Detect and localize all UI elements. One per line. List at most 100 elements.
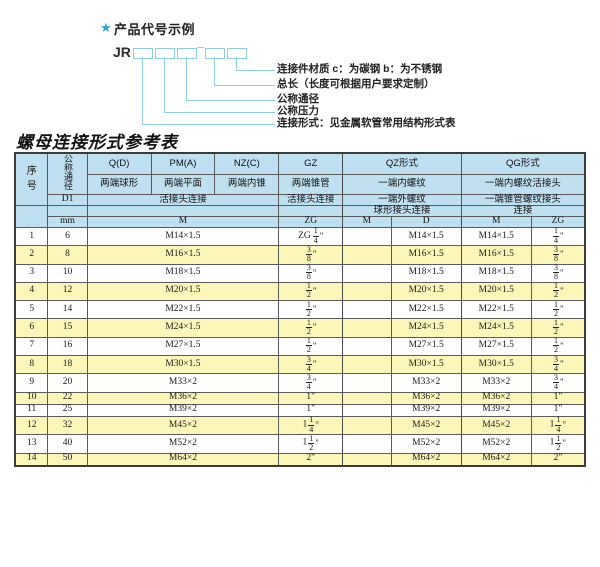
cell-seq: 13 bbox=[14, 434, 49, 454]
cell-qz-d: M22×1.5 bbox=[390, 300, 462, 320]
header-code-pma: PM(A) bbox=[150, 151, 216, 175]
header-bore-sub: D1 bbox=[47, 193, 88, 206]
cell-seq: 6 bbox=[14, 318, 49, 338]
table-row[interactable]: 13 40 M52×2 1 1 2 " M52×2 M52×2 1 1 2 " bbox=[14, 434, 586, 454]
cell-qg-m: M27×1.5 bbox=[460, 336, 532, 357]
cell-seq: 3 bbox=[14, 263, 49, 283]
cell-bore: 50 bbox=[47, 452, 88, 467]
cell-qz-m bbox=[342, 336, 392, 357]
leader-line-5-h bbox=[236, 70, 275, 71]
cell-bore: 12 bbox=[47, 281, 88, 302]
cell-qg-m: M18×1.5 bbox=[460, 263, 532, 283]
header-seq-line1: 序 bbox=[26, 165, 37, 177]
cell-gz: 1 2 " bbox=[278, 337, 344, 357]
code-diagram-title: 产品代号示例 bbox=[114, 22, 196, 37]
cell-gz: ZG 1 4 " bbox=[278, 227, 344, 247]
cell-seq: 1 bbox=[14, 226, 49, 247]
cell-qg-zg: 2" bbox=[530, 453, 586, 467]
table-row[interactable]: 10 22 M36×2 1" M36×2 M36×2 1" bbox=[14, 391, 586, 405]
header-code-gz: GZ bbox=[278, 151, 344, 175]
table-row[interactable]: 14 50 M64×2 2" M64×2 M64×2 2" bbox=[14, 452, 586, 467]
cell-m: M22×1.5 bbox=[86, 300, 280, 320]
cell-qg-zg: 1 2 " bbox=[530, 300, 586, 320]
table-row[interactable]: 6 15 M24×1.5 1 2 " M24×1.5 M24×1.5 1 2 " bbox=[14, 318, 586, 338]
cell-seq: 2 bbox=[14, 245, 49, 265]
cell-qz-m bbox=[342, 281, 392, 302]
cell-bore: 40 bbox=[47, 434, 88, 454]
cell-m: M39×2 bbox=[86, 403, 280, 417]
cell-m: M30×1.5 bbox=[86, 355, 280, 375]
header-desc3-qg: 连接 bbox=[460, 204, 586, 217]
code-label-total-length: 总长（长度可根据用户要求定制） bbox=[277, 78, 435, 90]
cell-qz-m bbox=[342, 415, 392, 436]
header-code-qg: QG形式 bbox=[460, 151, 586, 175]
cell-qg-m: M30×1.5 bbox=[460, 355, 532, 375]
cell-qz-d: M16×1.5 bbox=[390, 245, 462, 265]
cell-qg-m: M24×1.5 bbox=[460, 318, 532, 338]
code-separator-dash bbox=[197, 47, 204, 48]
cell-m: M52×2 bbox=[86, 434, 280, 454]
header-code-qd: Q(D) bbox=[86, 151, 152, 175]
cell-seq: 5 bbox=[14, 300, 49, 320]
header-code-nzc: NZ(C) bbox=[214, 151, 280, 175]
cell-m: M45×2 bbox=[86, 415, 280, 436]
cell-gz: 2" bbox=[278, 453, 344, 467]
header-desc1-pma: 两端平面 bbox=[150, 173, 216, 195]
cell-seq: 9 bbox=[14, 373, 49, 393]
cell-qz-d: M39×2 bbox=[390, 403, 462, 417]
table-row[interactable]: 11 25 M39×2 1" M39×2 M39×2 1" bbox=[14, 403, 586, 417]
cell-m: M36×2 bbox=[86, 391, 280, 405]
nut-connection-spec-table: 序 号 公称通径 Q(D) PM(A) NZ(C) GZ QZ形式 QG形式 两… bbox=[14, 151, 586, 467]
cell-gz: 1" bbox=[278, 391, 344, 405]
header-seq-spacer bbox=[14, 204, 49, 228]
leader-line-3-v bbox=[186, 57, 187, 100]
cell-m: M16×1.5 bbox=[86, 245, 280, 265]
table-row[interactable]: 7 16 M27×1.5 1 2 " M27×1.5 M27×1.5 1 2 " bbox=[14, 336, 586, 357]
cell-gz: 1" bbox=[278, 403, 344, 417]
header-desc2-left: 活接头连接 bbox=[86, 193, 280, 206]
cell-qg-m: M20×1.5 bbox=[460, 281, 532, 302]
table-row[interactable]: 3 10 M18×1.5 3 8 " M18×1.5 M18×1.5 3 8 " bbox=[14, 263, 586, 283]
cell-m: M64×2 bbox=[86, 452, 280, 467]
table-row[interactable]: 8 18 M30×1.5 3 4 " M30×1.5 M30×1.5 3 4 " bbox=[14, 355, 586, 375]
cell-qg-m: M22×1.5 bbox=[460, 300, 532, 320]
cell-qg-zg: 1 2 " bbox=[530, 337, 586, 357]
star-icon: ★ bbox=[100, 20, 112, 35]
table-row[interactable]: 1 6 M14×1.5 ZG 1 4 " M14×1.5 M14×1.5 1 4 " bbox=[14, 226, 586, 247]
cell-m: M14×1.5 bbox=[86, 226, 280, 247]
cell-bore: 25 bbox=[47, 403, 88, 417]
cell-qz-m bbox=[342, 373, 392, 393]
cell-bore: 15 bbox=[47, 318, 88, 338]
header-unit-gz: ZG bbox=[278, 215, 344, 228]
header-desc3-qz: 球形接头连接 bbox=[342, 204, 462, 217]
header-desc2-qg: 一端锥管螺纹接头 bbox=[460, 193, 586, 206]
header-bore-unit: mm bbox=[47, 215, 88, 228]
cell-qz-d: M36×2 bbox=[390, 391, 462, 405]
header-row-desc3: 球形接头连接 连接 bbox=[14, 204, 586, 228]
code-label-nominal-bore: 公称通径 bbox=[277, 93, 319, 105]
cell-qg-m: M33×2 bbox=[460, 373, 532, 393]
code-box-4 bbox=[205, 48, 225, 59]
cell-qz-d: M33×2 bbox=[390, 373, 462, 393]
header-unit-qg-m: M bbox=[460, 215, 532, 228]
cell-seq: 11 bbox=[14, 403, 49, 417]
header-unit-qg-zg: ZG bbox=[530, 215, 586, 228]
table-row[interactable]: 9 20 M33×2 3 4 " M33×2 M33×2 3 4 " bbox=[14, 373, 586, 393]
cell-qz-m bbox=[342, 355, 392, 375]
cell-m: M18×1.5 bbox=[86, 263, 280, 283]
table-row[interactable]: 5 14 M22×1.5 1 2 " M22×1.5 M22×1.5 1 2 " bbox=[14, 300, 586, 320]
cell-qz-d: M18×1.5 bbox=[390, 263, 462, 283]
header-row-codes: 序 号 公称通径 Q(D) PM(A) NZ(C) GZ QZ形式 QG形式 bbox=[14, 151, 586, 206]
cell-qg-zg: 1" bbox=[530, 403, 586, 417]
table-row[interactable]: 4 12 M20×1.5 1 2 " M20×1.5 M20×1.5 1 2 " bbox=[14, 281, 586, 302]
cell-gz: 3 4 " bbox=[278, 355, 344, 375]
leader-line-4-v bbox=[214, 57, 215, 85]
cell-qg-zg: 1" bbox=[530, 391, 586, 405]
cell-qg-zg: 1 1 4 " bbox=[530, 416, 586, 436]
table-row[interactable]: 12 32 M45×2 1 1 4 " M45×2 M45×2 1 1 4 " bbox=[14, 415, 586, 436]
cell-m: M27×1.5 bbox=[86, 336, 280, 357]
leader-line-1-h bbox=[142, 124, 275, 125]
cell-bore: 14 bbox=[47, 300, 88, 320]
table-row[interactable]: 2 8 M16×1.5 3 8 " M16×1.5 M16×1.5 3 8 " bbox=[14, 245, 586, 265]
cell-qz-m bbox=[342, 434, 392, 454]
